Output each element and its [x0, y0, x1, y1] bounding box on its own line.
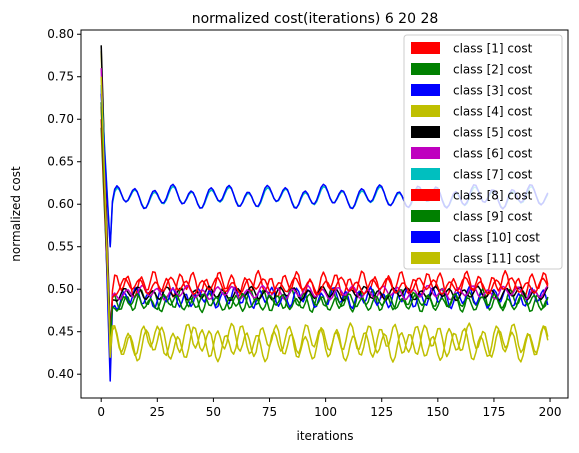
legend-swatch [411, 189, 440, 201]
legend-label: class [10] cost [453, 231, 540, 245]
legend-swatch [411, 231, 440, 243]
y-tick-label: 0.70 [47, 112, 74, 126]
legend-swatch [411, 147, 440, 159]
legend-swatch [411, 84, 440, 96]
legend-label: class [7] cost [453, 168, 533, 182]
chart-title: normalized cost(iterations) 6 20 28 [192, 11, 439, 27]
x-axis-label: iterations [297, 429, 354, 443]
legend-label: class [5] cost [453, 126, 533, 140]
y-axis-ticks: 0.40 0.45 0.50 0.55 0.60 0.65 0.70 0.75 0.80 [47, 27, 81, 381]
legend-label: class [1] cost [453, 42, 533, 56]
y-tick-label: 0.50 [47, 282, 74, 296]
x-axis-ticks: 0 25 50 75 100 125 150 175 200 [97, 398, 561, 419]
x-tick-label: 0 [97, 405, 105, 419]
series-line [100, 68, 549, 341]
legend-label: class [4] cost [453, 105, 533, 119]
y-tick-label: 0.55 [47, 240, 74, 254]
legend-swatch [411, 168, 440, 180]
legend: class [1] cost class [2] cost class [3] co… [403, 34, 563, 270]
legend-swatch [411, 252, 440, 264]
x-tick-label: 25 [150, 405, 165, 419]
x-tick-label: 200 [539, 405, 562, 419]
x-tick-label: 175 [482, 405, 505, 419]
plot-frame [80, 29, 569, 399]
legend-frame [403, 34, 563, 270]
y-tick-label: 0.40 [47, 367, 74, 381]
legend-label: class [2] cost [453, 63, 533, 77]
legend-label: class [3] cost [453, 84, 533, 98]
x-tick-label: 150 [426, 405, 449, 419]
y-tick-label: 0.60 [47, 197, 74, 211]
legend-label: class [11] cost [453, 252, 540, 266]
series-line [100, 119, 549, 341]
legend-label: class [8] cost [453, 189, 533, 203]
y-tick-label: 0.80 [47, 27, 74, 41]
legend-swatch [411, 126, 440, 138]
y-axis-label: normalized cost [9, 166, 23, 262]
x-tick-label: 100 [314, 405, 337, 419]
legend-swatch [411, 63, 440, 75]
series-line [100, 102, 549, 341]
legend-label: class [6] cost [453, 147, 533, 161]
y-tick-label: 0.65 [47, 155, 74, 169]
legend-swatch [411, 105, 440, 117]
x-tick-label: 50 [206, 405, 221, 419]
series-line [100, 76, 549, 358]
legend-swatch [411, 210, 440, 222]
x-tick-label: 75 [262, 405, 277, 419]
legend-label: class [9] cost [453, 210, 533, 224]
y-tick-label: 0.75 [47, 70, 74, 84]
legend-swatch [411, 42, 440, 54]
series-line [100, 45, 549, 333]
y-tick-label: 0.45 [47, 325, 74, 339]
x-tick-label: 125 [370, 405, 393, 419]
